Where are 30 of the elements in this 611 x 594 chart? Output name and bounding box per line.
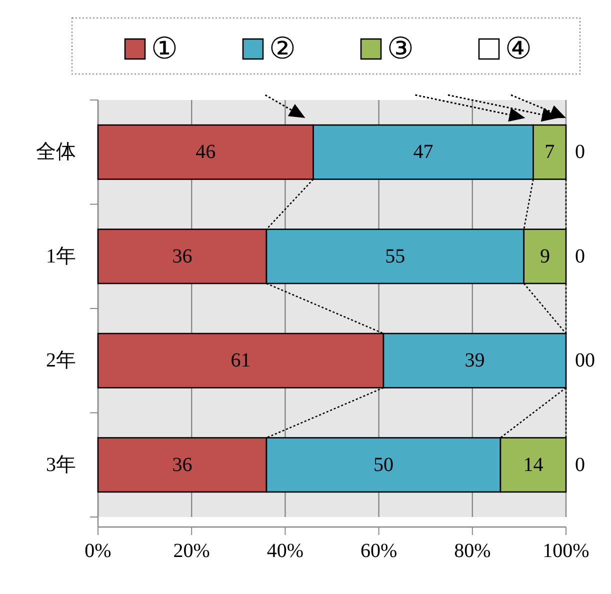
data-label: 0 — [585, 350, 595, 372]
x-tick-label: 80% — [454, 540, 491, 562]
x-tick-label: 40% — [266, 540, 304, 562]
y-tick-label: 全体 — [36, 141, 76, 164]
data-label: 47 — [413, 141, 434, 164]
data-label: 7 — [544, 141, 555, 164]
x-tick-label: 0% — [84, 540, 112, 562]
x-tick-label: 20% — [173, 540, 210, 562]
data-label: 61 — [230, 350, 251, 372]
data-label: 14 — [523, 454, 544, 476]
y-tick-label: 1年 — [46, 245, 76, 268]
data-label: 0 — [575, 245, 585, 268]
data-label: 0 — [575, 141, 585, 164]
data-label: 36 — [172, 245, 192, 268]
legend-label: ④ — [505, 32, 532, 66]
data-label: 46 — [196, 141, 216, 164]
legend-label: ① — [151, 32, 178, 66]
data-label: 36 — [172, 454, 192, 476]
data-label: 9 — [540, 245, 550, 268]
y-tick-label: 3年 — [46, 454, 76, 476]
legend-label: ② — [269, 32, 296, 66]
data-label: 0 — [575, 350, 585, 372]
data-label: 55 — [385, 245, 406, 268]
data-label: 39 — [464, 350, 485, 372]
x-tick-label: 60% — [360, 540, 398, 562]
y-tick-label: 2年 — [46, 350, 76, 372]
data-label: 50 — [373, 454, 394, 476]
legend-label: ③ — [387, 32, 414, 66]
data-label: 0 — [575, 454, 585, 476]
x-tick-label: 100% — [542, 540, 590, 562]
